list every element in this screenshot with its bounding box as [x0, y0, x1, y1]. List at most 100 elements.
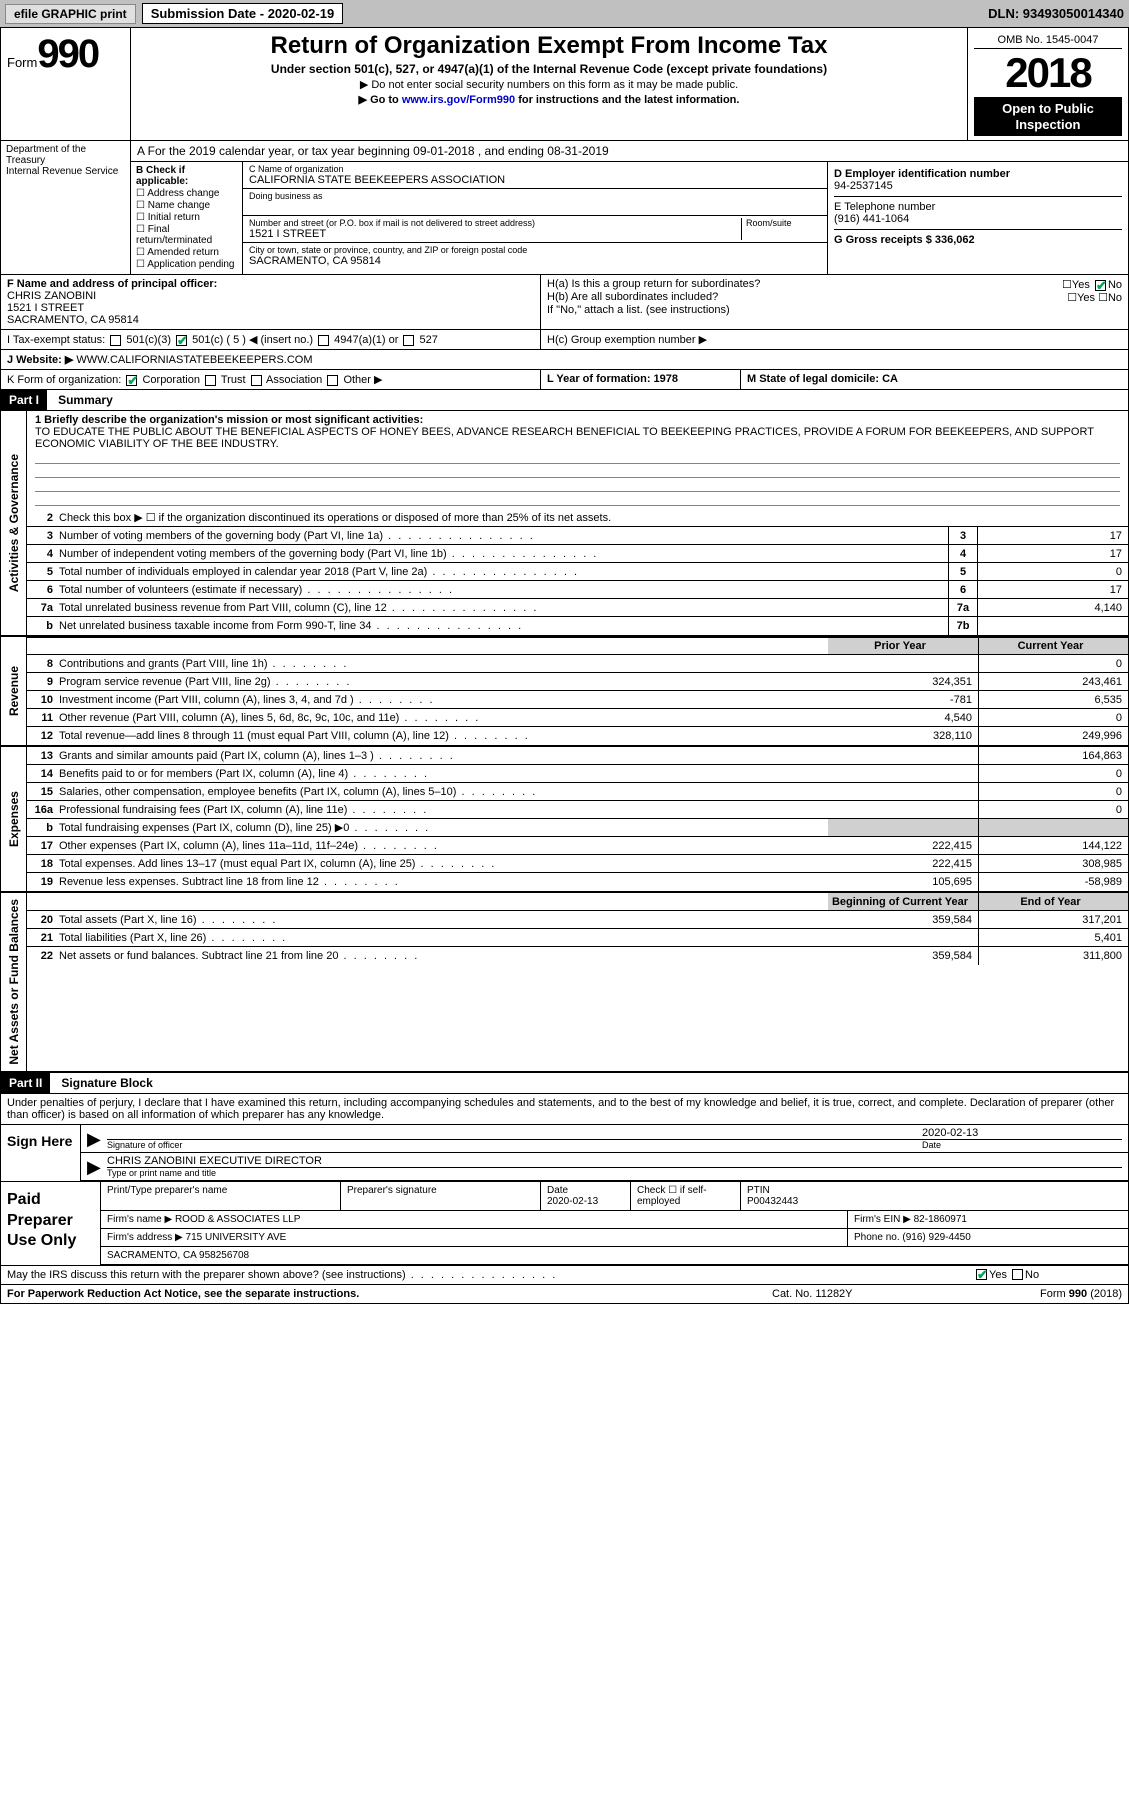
- table-row: 15Salaries, other compensation, employee…: [27, 783, 1128, 801]
- officer-name: CHRIS ZANOBINI: [7, 290, 534, 302]
- form-title: Return of Organization Exempt From Incom…: [137, 32, 961, 60]
- chk-address-change[interactable]: ☐ Address change: [136, 188, 237, 199]
- city-label: City or town, state or province, country…: [249, 245, 821, 255]
- vlabel-rev: Revenue: [5, 660, 23, 722]
- chk-final-return[interactable]: ☐ Final return/terminated: [136, 224, 237, 246]
- chk-501c3[interactable]: [110, 335, 121, 346]
- box-c: C Name of organizationCALIFORNIA STATE B…: [243, 162, 828, 274]
- year-block: OMB No. 1545-0047 2018 Open to PublicIns…: [968, 28, 1128, 140]
- box-b-title: B Check if applicable:: [136, 165, 237, 187]
- tax-year: 2018: [974, 49, 1122, 97]
- website-label: J Website: ▶: [7, 354, 73, 366]
- table-row: 22Net assets or fund balances. Subtract …: [27, 947, 1128, 965]
- dba-label: Doing business as: [249, 191, 821, 201]
- sig-officer-label: Signature of officer: [107, 1139, 922, 1150]
- table-row: 5Total number of individuals employed in…: [27, 563, 1128, 581]
- dept-label: Department of the TreasuryInternal Reven…: [6, 144, 125, 177]
- table-row: 9Program service revenue (Part VIII, lin…: [27, 673, 1128, 691]
- chk-other[interactable]: [327, 375, 338, 386]
- arrow-icon: ▶: [87, 1129, 107, 1150]
- prep-date-hdr: Date: [547, 1185, 568, 1196]
- chk-amended[interactable]: ☐ Amended return: [136, 247, 237, 258]
- chk-527[interactable]: [403, 335, 414, 346]
- discuss-no[interactable]: [1012, 1269, 1023, 1280]
- table-row: bTotal fundraising expenses (Part IX, co…: [27, 819, 1128, 837]
- table-row: 16aProfessional fundraising fees (Part I…: [27, 801, 1128, 819]
- dept-b-column: Department of the TreasuryInternal Reven…: [1, 141, 131, 274]
- firm-name: ROOD & ASSOCIATES LLP: [175, 1214, 300, 1225]
- line1: 1 Briefly describe the organization's mi…: [27, 411, 1128, 509]
- chk-name-change[interactable]: ☐ Name change: [136, 200, 237, 211]
- hdr-prior: Prior Year: [828, 638, 978, 654]
- form-container: Form990 Return of Organization Exempt Fr…: [0, 27, 1129, 1304]
- firm-addr1: 715 UNIVERSITY AVE: [186, 1232, 287, 1243]
- row-j: J Website: ▶ WWW.CALIFORNIASTATEBEEKEEPE…: [1, 350, 1128, 370]
- part1-title: Summary: [50, 390, 121, 410]
- chk-pending[interactable]: ☐ Application pending: [136, 259, 237, 270]
- efile-button[interactable]: efile GRAPHIC print: [5, 4, 136, 24]
- chk-501c[interactable]: [176, 335, 187, 346]
- firm-phone-label: Phone no.: [854, 1232, 900, 1243]
- part2-bar: Part II: [1, 1073, 50, 1093]
- preparer-section: Paid Preparer Use Only Print/Type prepar…: [1, 1182, 1128, 1266]
- vlabel-na: Net Assets or Fund Balances: [5, 893, 23, 1071]
- table-row: 6Total number of volunteers (estimate if…: [27, 581, 1128, 599]
- firm-ein-label: Firm's EIN ▶: [854, 1214, 911, 1225]
- arrow-icon: ▶: [87, 1157, 107, 1178]
- form-number: 990: [37, 32, 98, 76]
- phone: (916) 441-1064: [834, 213, 1122, 225]
- vlabel-exp: Expenses: [5, 785, 23, 853]
- gross-receipts: G Gross receipts $ 336,062: [834, 234, 1122, 246]
- penalty-text: Under penalties of perjury, I declare th…: [1, 1094, 1128, 1125]
- form-note2: ▶ Go to www.irs.gov/Form990 for instruct…: [137, 93, 961, 106]
- table-row: 21Total liabilities (Part X, line 26)5,4…: [27, 929, 1128, 947]
- part1-header: Part I Summary: [1, 390, 1128, 411]
- table-row: 10Investment income (Part VIII, column (…: [27, 691, 1128, 709]
- part1-bar: Part I: [1, 390, 47, 410]
- footer: For Paperwork Reduction Act Notice, see …: [1, 1285, 1128, 1303]
- ha-no-check[interactable]: [1095, 280, 1106, 291]
- room-label: Room/suite: [746, 218, 821, 228]
- omb-number: OMB No. 1545-0047: [974, 32, 1122, 49]
- officer-addr2: SACRAMENTO, CA 95814: [7, 314, 534, 326]
- header-row: Form990 Return of Organization Exempt Fr…: [1, 28, 1128, 141]
- org-city: SACRAMENTO, CA 95814: [249, 255, 821, 267]
- officer-label: F Name and address of principal officer:: [7, 278, 534, 290]
- dln: DLN: 93493050014340: [988, 6, 1124, 21]
- section-abc: Department of the TreasuryInternal Reven…: [1, 141, 1128, 275]
- topbar: efile GRAPHIC print Submission Date - 20…: [0, 0, 1129, 27]
- ha-label: H(a) Is this a group return for subordin…: [547, 278, 1062, 291]
- phone-label: E Telephone number: [834, 201, 1122, 213]
- table-row: 19Revenue less expenses. Subtract line 1…: [27, 873, 1128, 891]
- table-row: 7aTotal unrelated business revenue from …: [27, 599, 1128, 617]
- table-row: 4Number of independent voting members of…: [27, 545, 1128, 563]
- chk-trust[interactable]: [205, 375, 216, 386]
- chk-corp[interactable]: [126, 375, 137, 386]
- expenses-section: Expenses 13Grants and similar amounts pa…: [1, 747, 1128, 893]
- box-m: M State of legal domicile: CA: [741, 370, 1128, 389]
- hc-label: H(c) Group exemption number ▶: [541, 330, 1128, 349]
- prep-date: 2020-02-13: [547, 1196, 598, 1207]
- title-block: Return of Organization Exempt From Incom…: [131, 28, 968, 140]
- line2: Check this box ▶ ☐ if the organization d…: [59, 509, 1128, 526]
- org-name: CALIFORNIA STATE BEEKEEPERS ASSOCIATION: [249, 174, 821, 186]
- hdr-end: End of Year: [978, 893, 1128, 910]
- irs-link[interactable]: www.irs.gov/Form990: [402, 94, 515, 106]
- firm-addr2: SACRAMENTO, CA 958256708: [101, 1247, 1128, 1264]
- box-defg: D Employer identification number94-25371…: [828, 162, 1128, 274]
- box-b: B Check if applicable: ☐ Address change …: [131, 162, 243, 274]
- chk-initial-return[interactable]: ☐ Initial return: [136, 212, 237, 223]
- chk-assoc[interactable]: [251, 375, 262, 386]
- chk-4947[interactable]: [318, 335, 329, 346]
- row-fh: F Name and address of principal officer:…: [1, 275, 1128, 330]
- firm-name-label: Firm's name ▶: [107, 1214, 172, 1225]
- table-row: 14Benefits paid to or for members (Part …: [27, 765, 1128, 783]
- discuss-yes[interactable]: [976, 1269, 987, 1280]
- hb-label: H(b) Are all subordinates included?: [547, 291, 1067, 304]
- form-note1: ▶ Do not enter social security numbers o…: [137, 78, 961, 91]
- pra-notice: For Paperwork Reduction Act Notice, see …: [7, 1288, 772, 1300]
- mission-text: TO EDUCATE THE PUBLIC ABOUT THE BENEFICI…: [35, 426, 1094, 450]
- table-row: bNet unrelated business taxable income f…: [27, 617, 1128, 635]
- public-notice: Open to PublicInspection: [974, 97, 1122, 136]
- vlabel-ag: Activities & Governance: [5, 448, 23, 598]
